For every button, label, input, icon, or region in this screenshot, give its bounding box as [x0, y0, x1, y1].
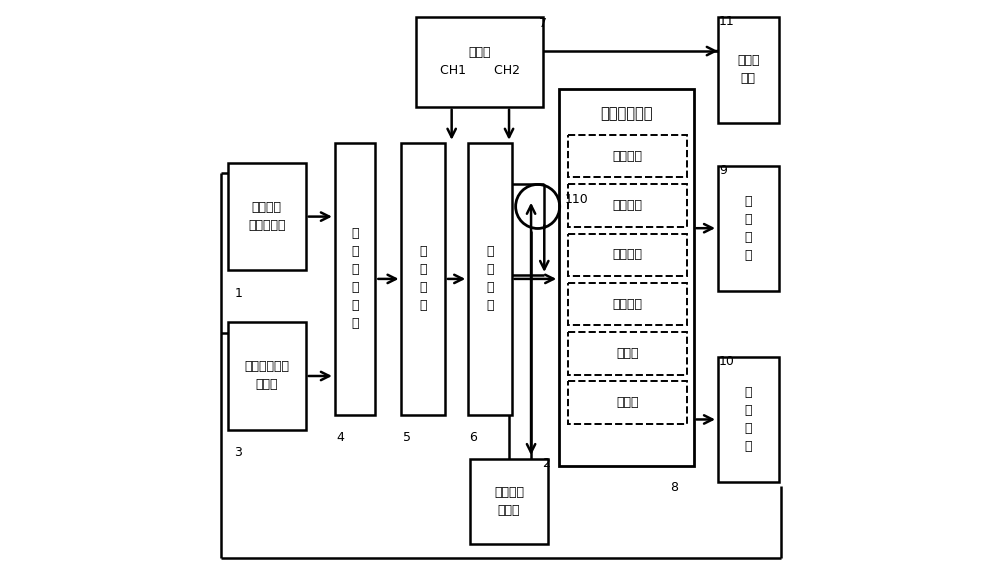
Text: 人
机
接
口: 人 机 接 口: [745, 386, 752, 453]
Bar: [468, 143, 512, 415]
Text: 局放检
测仪: 局放检 测仪: [737, 55, 760, 85]
Bar: [470, 458, 548, 544]
Text: 9: 9: [719, 164, 727, 177]
Text: 显
示
单
元: 显 示 单 元: [745, 195, 752, 261]
Bar: [228, 163, 306, 270]
Text: 3: 3: [235, 446, 242, 460]
Bar: [401, 143, 445, 415]
Text: 灵敏度: 灵敏度: [617, 396, 639, 409]
Text: 幅频特性: 幅频特性: [613, 199, 643, 212]
Bar: [228, 322, 306, 429]
Text: 4: 4: [337, 431, 344, 444]
Text: 检测频带: 检测频带: [613, 297, 643, 311]
Text: 传输阻抗: 传输阻抗: [613, 248, 643, 261]
Text: 示波器
CH1       CH2: 示波器 CH1 CH2: [440, 46, 520, 77]
Text: 110: 110: [564, 193, 588, 206]
Bar: [568, 283, 687, 325]
Text: 工频电流
发生器: 工频电流 发生器: [494, 486, 524, 517]
Text: 调频调幅
信号发生器: 调频调幅 信号发生器: [248, 201, 285, 232]
Text: 标准局放信号
发生器: 标准局放信号 发生器: [244, 360, 289, 392]
Text: 中心控制单元: 中心控制单元: [600, 106, 653, 121]
Text: 2: 2: [542, 457, 550, 471]
Bar: [718, 17, 779, 123]
Text: 匹
配
阻
抗: 匹 配 阻 抗: [486, 245, 494, 313]
Bar: [718, 357, 779, 482]
Bar: [568, 234, 687, 276]
Bar: [335, 143, 375, 415]
Bar: [568, 184, 687, 227]
Text: 5: 5: [403, 431, 411, 444]
Text: 信
号
调
理
模
块: 信 号 调 理 模 块: [351, 227, 359, 331]
Bar: [568, 135, 687, 177]
Bar: [568, 382, 687, 424]
Text: 1: 1: [235, 287, 242, 300]
Text: 同
轴
电
缆: 同 轴 电 缆: [419, 245, 427, 313]
Text: 8: 8: [670, 480, 678, 494]
Text: 10: 10: [719, 355, 735, 368]
Bar: [718, 166, 779, 290]
Text: 饱和特性: 饱和特性: [613, 150, 643, 163]
Bar: [559, 89, 694, 465]
Text: 7: 7: [539, 17, 547, 30]
Bar: [416, 17, 543, 107]
Bar: [568, 332, 687, 375]
Text: 6: 6: [469, 431, 477, 444]
Text: 11: 11: [719, 15, 735, 28]
Text: 线性度: 线性度: [617, 347, 639, 360]
